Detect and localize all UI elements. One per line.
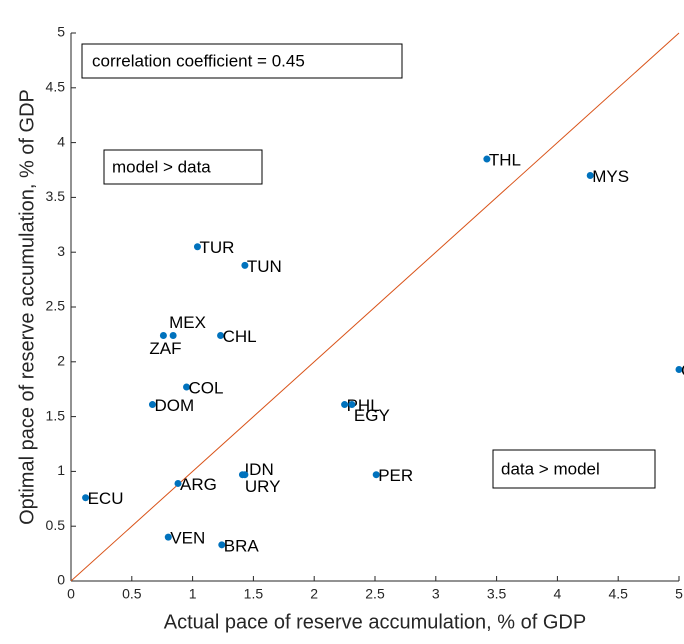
point-label: EGY <box>354 406 390 425</box>
y-tick-label: 4.5 <box>46 79 66 95</box>
point-label: BRA <box>224 536 260 555</box>
point <box>193 243 201 251</box>
x-tick-label: 2.5 <box>365 586 385 602</box>
point-label: TUN <box>247 257 282 276</box>
y-tick-label: 5 <box>57 24 65 40</box>
x-tick-label: 4 <box>554 586 562 602</box>
x-tick-label: 1.5 <box>244 586 264 602</box>
point-label: THL <box>489 151 521 170</box>
point <box>183 383 191 391</box>
x-tick-label: 0.5 <box>122 586 142 602</box>
y-axis-label: Optimal pace of reserve accumulation, % … <box>16 89 38 525</box>
point <box>241 261 249 269</box>
x-axis-label: Actual pace of reserve accumulation, % o… <box>164 611 586 633</box>
point-label: CHL <box>223 327 257 346</box>
annotation: correlation coefficient = 0.45 <box>92 51 305 70</box>
point-label: IDN <box>244 460 273 479</box>
point <box>217 331 225 339</box>
point-label: VEN <box>170 529 205 548</box>
reference-line <box>70 32 680 582</box>
annotation-box <box>492 449 656 489</box>
y-tick-label: 0.5 <box>46 517 66 533</box>
point <box>169 331 177 339</box>
annotation: model > data <box>112 157 211 176</box>
y-tick-label: 1.5 <box>46 407 66 423</box>
x-tick-label: 3.5 <box>487 586 507 602</box>
point-label: TUR <box>199 238 234 257</box>
point-label: PHL <box>347 396 380 415</box>
point <box>148 401 156 409</box>
x-tick-label: 2 <box>310 586 318 602</box>
x-tick-label: 5 <box>675 586 683 602</box>
point <box>483 155 491 163</box>
y-tick-label: 2 <box>57 353 65 369</box>
point <box>341 401 349 409</box>
annotation-box <box>103 149 263 185</box>
point-label: DOM <box>154 396 194 415</box>
point <box>174 479 182 487</box>
point-label: ARG <box>180 475 217 494</box>
x-tick-label: 0 <box>67 586 75 602</box>
point-label: ECU <box>88 489 124 508</box>
annotation-box <box>81 43 403 79</box>
point-label: MYS <box>592 167 629 186</box>
annotation: data > model <box>501 459 600 478</box>
x-tick-label: 3 <box>432 586 440 602</box>
y-tick-label: 4 <box>57 133 65 149</box>
point-label: URY <box>245 477 281 496</box>
point <box>675 365 683 373</box>
y-tick-label: 0 <box>57 572 65 588</box>
point <box>164 533 172 541</box>
y-tick-label: 3.5 <box>46 188 66 204</box>
point <box>372 471 380 479</box>
point-label: PER <box>378 466 413 485</box>
y-tick-label: 2.5 <box>46 298 66 314</box>
x-tick-label: 4.5 <box>608 586 628 602</box>
point <box>586 171 594 179</box>
y-tick-label: 1 <box>57 462 65 478</box>
y-tick-label: 3 <box>57 243 65 259</box>
point-label: COL <box>189 378 224 397</box>
point <box>159 331 167 339</box>
point-label: C <box>681 361 684 380</box>
point <box>218 541 226 549</box>
point-label: MEX <box>169 313 206 332</box>
point <box>348 401 356 409</box>
x-tick-label: 1 <box>189 586 197 602</box>
point-label: ZAF <box>149 339 181 358</box>
point <box>82 494 90 502</box>
point <box>241 471 249 479</box>
